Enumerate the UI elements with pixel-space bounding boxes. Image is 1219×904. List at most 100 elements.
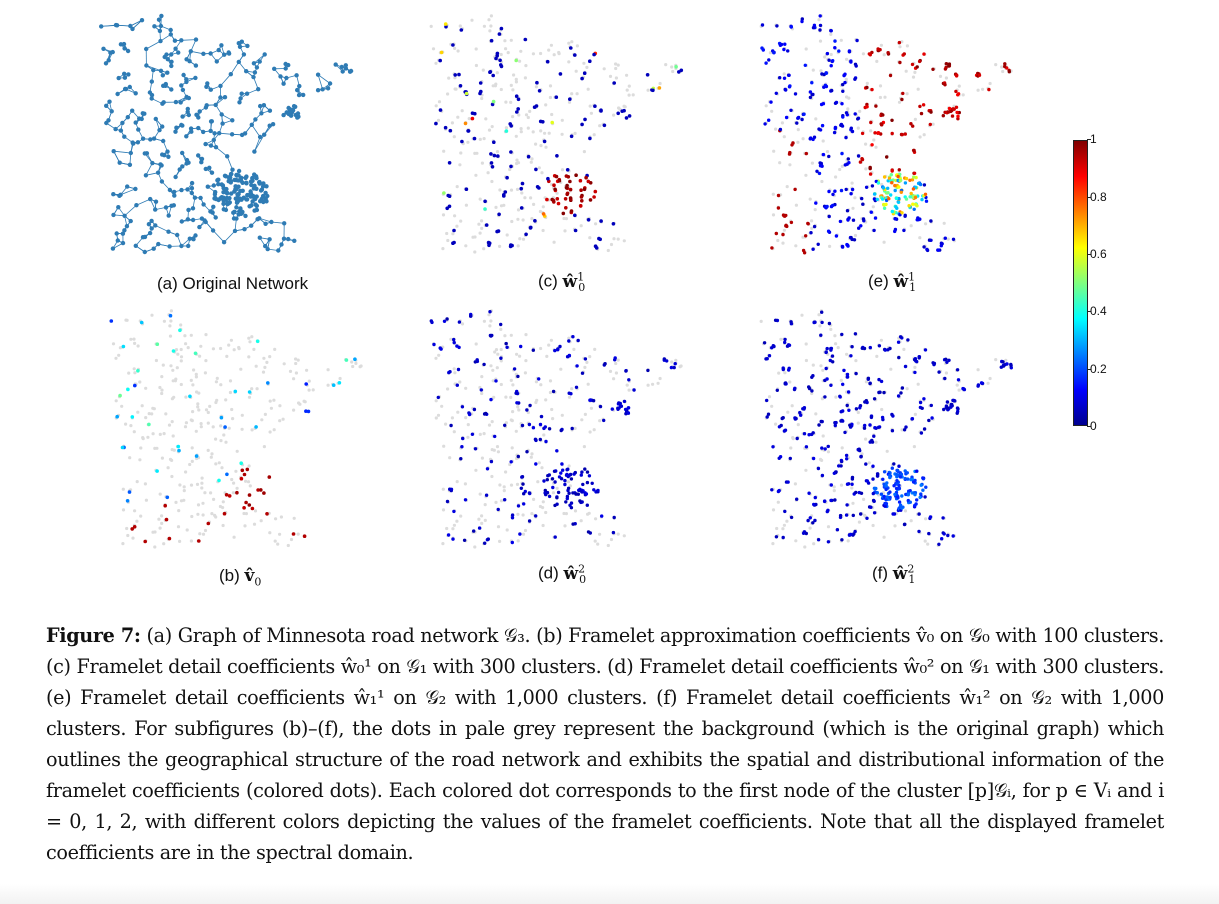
coefficient-dot [490,102,495,107]
coefficient-dot [950,114,955,118]
background-dot [651,382,655,386]
coefficient-dot [484,223,489,227]
background-dot [154,358,158,363]
coefficient-dot [239,476,244,481]
coefficient-dot [849,126,853,130]
background-dot [206,410,210,415]
background-dot [514,77,518,81]
network-node [240,188,245,193]
background-dot [158,432,162,436]
background-dot [905,387,909,391]
coefficient-dot [789,220,794,225]
coefficient-dot [555,154,559,158]
coefficient-dot [882,175,887,179]
label-b: (b) v̂0 [219,566,261,588]
coefficient-dot [922,245,926,249]
background-dot [289,537,294,542]
coefficient-dot [337,381,342,385]
background-dot [196,503,201,507]
background-dot [214,462,218,466]
background-dot [441,542,445,546]
coefficient-dot [525,450,529,454]
coefficient-dot [804,445,809,449]
background-dot [198,532,202,536]
background-dot [490,179,494,184]
coefficient-dot [455,383,459,387]
network-node [218,83,223,89]
coefficient-dot [903,181,908,185]
network-node [160,152,165,157]
network-node [140,111,145,116]
coefficient-dot [514,58,518,63]
coefficient-dot [811,247,815,251]
background-dot [529,196,533,200]
coefficient-dot [827,189,831,194]
background-dot [441,213,446,217]
network-node [177,167,182,172]
coefficient-dot [850,482,854,486]
network-node [180,164,185,169]
coefficient-dot [242,472,247,477]
coefficient-dot [555,502,559,506]
background-dot [434,61,438,65]
background-dot [495,366,499,370]
network-node [163,205,169,210]
coefficient-dot [624,116,629,120]
background-dot [253,509,258,513]
background-dot [292,377,296,381]
background-dot [490,125,494,129]
coefficient-dot [118,393,122,398]
network-node [340,69,345,74]
coefficient-dot [452,240,456,245]
coefficient-dot [514,391,518,395]
coefficient-dot [889,173,893,177]
coefficient-dot [813,518,817,523]
label-prefix: (e) [868,271,894,291]
background-dot [192,368,196,372]
background-dot [286,543,290,548]
network-node [198,195,203,201]
coefficient-dot [936,248,940,252]
background-dot [913,70,917,74]
background-dot [812,542,816,546]
coefficient-dot [868,381,872,386]
background-dot [199,422,203,426]
background-dot [153,545,157,549]
background-dot [138,380,142,384]
coefficient-dot [804,151,808,156]
background-dot [189,378,193,382]
background-dot [244,479,248,483]
network-node [134,203,139,208]
network-node [220,183,226,188]
coefficient-dot [856,117,860,121]
background-dot [523,371,527,375]
network-node [173,99,179,105]
coefficient-dot [553,480,557,484]
background-dot [158,385,162,390]
coefficient-dot [876,181,881,185]
background-dot [796,128,800,132]
network-node [122,213,127,218]
coefficient-dot [787,368,791,372]
coefficient-dot [242,506,246,510]
network-node [153,116,158,122]
coefficient-dot [869,415,874,420]
coefficient-dot [509,460,513,464]
coefficient-dot [556,201,561,206]
coefficient-dot [565,168,570,172]
coefficient-dot [1001,364,1006,368]
coefficient-dot [770,488,774,492]
background-dot [821,434,825,438]
coefficient-dot [818,161,822,165]
coefficient-dot [552,469,557,473]
network-node [117,160,122,165]
coefficient-dot [906,338,910,342]
coefficient-dot [787,73,791,77]
coefficient-dot [865,400,869,405]
coefficient-dot [147,422,151,427]
background-dot [184,342,188,346]
background-dot [986,381,990,385]
subfigure-c-plot [420,10,720,260]
coefficient-dot [762,341,767,345]
background-dot [616,358,620,362]
